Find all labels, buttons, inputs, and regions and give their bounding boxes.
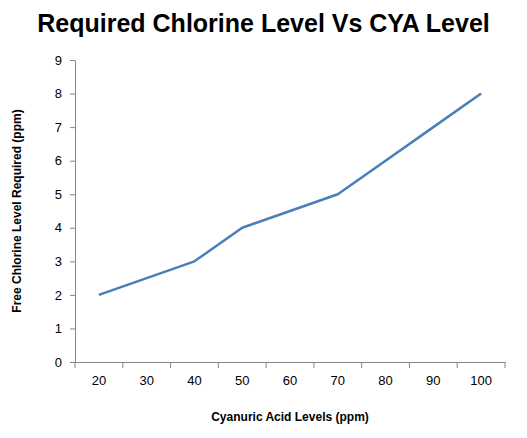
marks (99, 94, 481, 295)
y-tick: 5 (55, 187, 75, 202)
y-tick-mark (70, 228, 75, 229)
y-tick-label: 2 (55, 288, 62, 303)
y-tick-mark (70, 328, 75, 329)
x-divider (505, 362, 506, 368)
y-tick: 2 (55, 288, 75, 303)
x-tick: 70 (331, 362, 345, 388)
x-dividers (75, 362, 505, 368)
x-tick-label: 50 (235, 373, 249, 388)
y-tick-label: 9 (55, 53, 62, 68)
x-divider (122, 362, 123, 368)
x-tick-label: 100 (470, 373, 492, 388)
x-tick-label: 70 (331, 373, 345, 388)
y-tick: 8 (55, 86, 75, 101)
x-tick: 100 (470, 362, 492, 388)
x-divider (457, 362, 458, 368)
y-tick: 1 (55, 321, 75, 336)
x-divider (266, 362, 267, 368)
x-tick: 90 (426, 362, 440, 388)
y-tick: 7 (55, 120, 75, 135)
y-tick: 3 (55, 254, 75, 269)
y-tick-label: 0 (55, 355, 62, 370)
y-tick-mark (70, 362, 75, 363)
x-tick-label: 30 (139, 373, 153, 388)
y-tick-mark (70, 261, 75, 262)
y-tick-label: 5 (55, 187, 62, 202)
x-divider (361, 362, 362, 368)
x-tick: 40 (187, 362, 201, 388)
y-tick-label: 7 (55, 120, 62, 135)
x-tick-label: 60 (283, 373, 297, 388)
y-tick-label: 3 (55, 254, 62, 269)
series-line (99, 94, 481, 295)
x-tick: 50 (235, 362, 249, 388)
y-tick-mark (70, 60, 75, 61)
x-axis: 20 30 40 50 60 70 80 90 100 (75, 362, 506, 388)
x-axis-line (76, 362, 506, 363)
y-tick-mark (70, 194, 75, 195)
x-divider (170, 362, 171, 368)
y-tick: 9 (55, 53, 75, 68)
y-tick-label: 4 (55, 220, 62, 235)
x-tick: 20 (92, 362, 106, 388)
plot: 0 1 2 3 4 5 6 7 8 9 20 30 40 50 60 70 80 90 100 (55, 53, 506, 389)
x-tick: 60 (283, 362, 297, 388)
x-divider (75, 362, 76, 368)
y-axis: 0 1 2 3 4 5 6 7 8 9 (55, 53, 76, 370)
x-tick-label: 20 (92, 373, 106, 388)
x-divider (218, 362, 219, 368)
y-axis-line (75, 61, 76, 363)
x-tick: 80 (378, 362, 392, 388)
y-tick-label: 8 (55, 86, 62, 101)
x-tick: 30 (139, 362, 153, 388)
y-tick-mark (70, 94, 75, 95)
x-tick-label: 40 (187, 373, 201, 388)
y-tick-mark (70, 295, 75, 296)
y-tick: 0 (55, 355, 75, 370)
y-tick: 4 (55, 220, 75, 235)
x-tick-label: 90 (426, 373, 440, 388)
x-tick-label: 80 (378, 373, 392, 388)
y-tick-mark (70, 161, 75, 162)
y-tick-label: 1 (55, 321, 62, 336)
y-tick-label: 6 (55, 153, 62, 168)
x-axis-title: Cyanuric Acid Levels (ppm) (211, 410, 369, 424)
x-divider (313, 362, 314, 368)
chart: Required Chlorine Level Vs CYA Level 0 1 2 3… (0, 0, 527, 438)
y-tick-mark (70, 127, 75, 128)
x-divider (409, 362, 410, 368)
y-tick: 6 (55, 153, 75, 168)
title: Required Chlorine Level Vs CYA Level (37, 9, 489, 37)
y-axis-title: Free Chlorine Level Required (ppm) (10, 109, 24, 312)
